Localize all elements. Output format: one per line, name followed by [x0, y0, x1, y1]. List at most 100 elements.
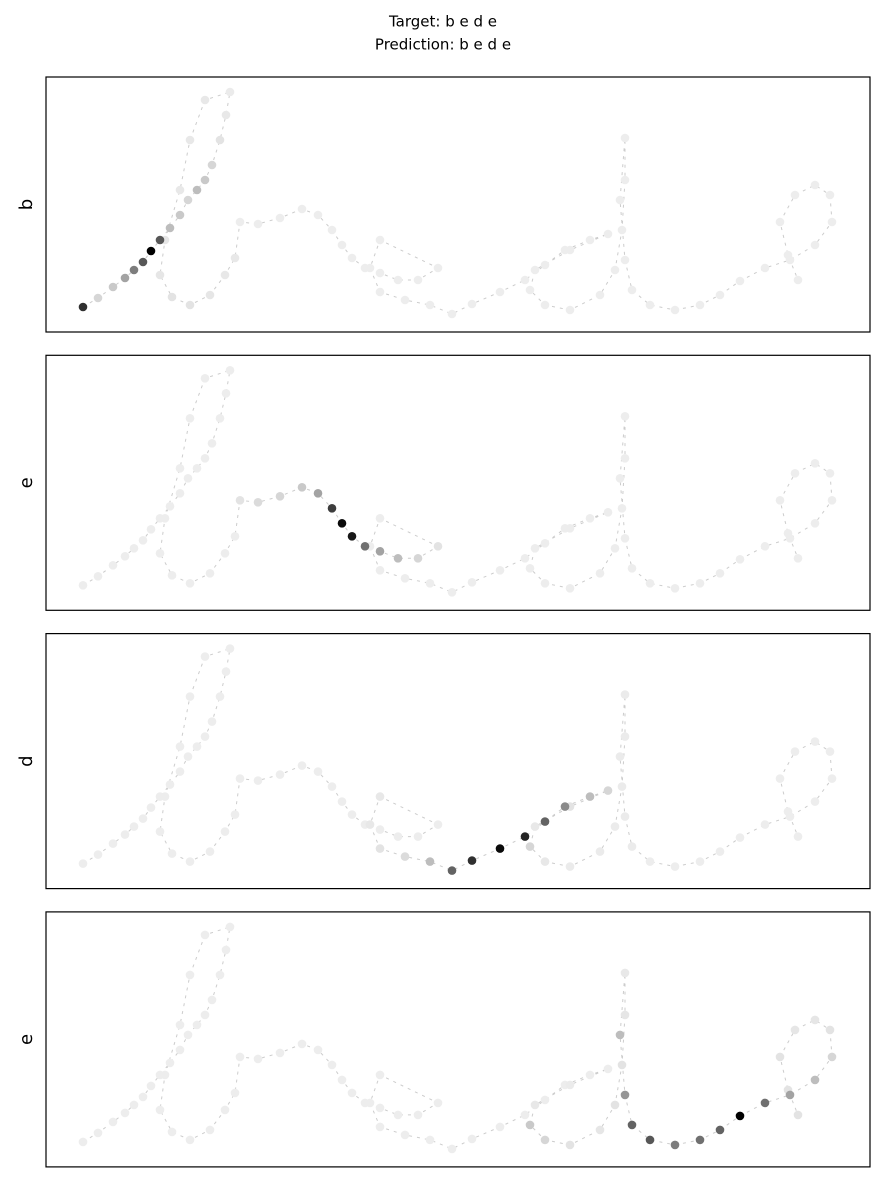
attention-point: [447, 1144, 457, 1154]
attention-point: [810, 459, 820, 468]
attention-point: [810, 1015, 820, 1025]
attention-point: [146, 1081, 156, 1091]
attention-point: [375, 566, 385, 575]
attention-point: [200, 732, 210, 741]
attention-point: [129, 1100, 139, 1110]
attention-point: [393, 275, 403, 285]
attention-point: [175, 464, 185, 473]
attention-point: [615, 474, 625, 483]
attention-point: [565, 1080, 575, 1090]
attention-point: [253, 1054, 263, 1064]
attention-point: [400, 1130, 410, 1140]
attention-point: [495, 1122, 505, 1132]
attention-point: [783, 529, 793, 538]
attention-point: [760, 1098, 770, 1108]
attention-point: [375, 287, 385, 297]
attention-point: [138, 1092, 148, 1102]
attention-point: [540, 579, 550, 588]
attention-point: [192, 464, 202, 473]
attention-point: [645, 857, 655, 866]
y-axis-label: d: [16, 755, 37, 766]
attention-point: [617, 225, 627, 235]
attention-point: [347, 1088, 357, 1098]
attention-point: [375, 235, 385, 245]
attention-point: [827, 774, 837, 783]
attention-point: [185, 300, 195, 310]
attention-point: [565, 862, 575, 871]
attention-point: [155, 270, 165, 280]
attention-point: [565, 584, 575, 593]
attention-point: [615, 1030, 625, 1040]
attention-point: [205, 290, 215, 300]
attention-point: [275, 492, 285, 501]
attention-point: [313, 210, 323, 220]
attention-point: [313, 1045, 323, 1055]
attention-point: [565, 305, 575, 315]
attention-point: [167, 1127, 177, 1137]
attention-point: [160, 1070, 170, 1080]
attention-point: [827, 1052, 837, 1062]
attention-point: [230, 532, 240, 541]
attention-point: [337, 797, 347, 806]
attention-point: [129, 544, 139, 553]
attention-point: [120, 1108, 130, 1118]
attention-point: [670, 305, 680, 315]
attention-point: [670, 862, 680, 871]
attention-point: [78, 1137, 88, 1147]
attention-point: [375, 547, 385, 556]
attention-point: [393, 832, 403, 841]
attention-point: [220, 827, 230, 836]
attention-point: [790, 190, 800, 200]
attention-point: [200, 930, 210, 940]
attention-point: [347, 532, 357, 541]
attention-point: [413, 554, 423, 563]
attention-point: [400, 852, 410, 861]
attention-point: [413, 832, 423, 841]
attention-point: [253, 498, 263, 507]
attention-point: [520, 275, 530, 285]
attention-point: [365, 820, 375, 829]
attention-point: [207, 160, 217, 170]
attention-point: [200, 652, 210, 661]
attention-point: [540, 1135, 550, 1145]
attention-point: [185, 692, 195, 701]
attention-point: [175, 767, 185, 776]
attention-point: [129, 265, 139, 275]
figure-subtitle: Prediction: b e d e: [375, 36, 511, 54]
attention-point: [337, 240, 347, 250]
attention-point: [205, 569, 215, 578]
attention-point: [297, 761, 307, 770]
attention-point: [627, 1120, 637, 1130]
attention-point: [585, 792, 595, 801]
attention-point: [645, 300, 655, 310]
attention-point: [620, 534, 630, 543]
attention-point: [138, 536, 148, 545]
stroke-trace: [82, 369, 833, 593]
attention-point: [670, 584, 680, 593]
attention-point: [467, 578, 477, 587]
attention-point: [595, 569, 605, 578]
figure-title: Target: b e d e: [388, 13, 497, 31]
attention-point: [620, 812, 630, 821]
attention-point: [495, 566, 505, 575]
attention-point: [525, 842, 535, 851]
attention-point: [793, 275, 803, 285]
stroke-trace: [82, 926, 833, 1150]
attention-point: [433, 1098, 443, 1108]
attention-point: [175, 1020, 185, 1030]
attention-point: [200, 95, 210, 105]
attention-point: [230, 1088, 240, 1098]
attention-point: [793, 554, 803, 563]
attention-point: [810, 180, 820, 190]
attention-point: [175, 489, 185, 498]
attention-point: [200, 1010, 210, 1020]
attention-point: [185, 970, 195, 980]
attention-point: [620, 732, 630, 741]
attention-point: [167, 849, 177, 858]
attention-point: [433, 542, 443, 551]
attention-point: [327, 504, 337, 513]
attention-point: [175, 210, 185, 220]
attention-point: [183, 474, 193, 483]
attention-point: [540, 539, 550, 548]
attention-point: [467, 1134, 477, 1144]
